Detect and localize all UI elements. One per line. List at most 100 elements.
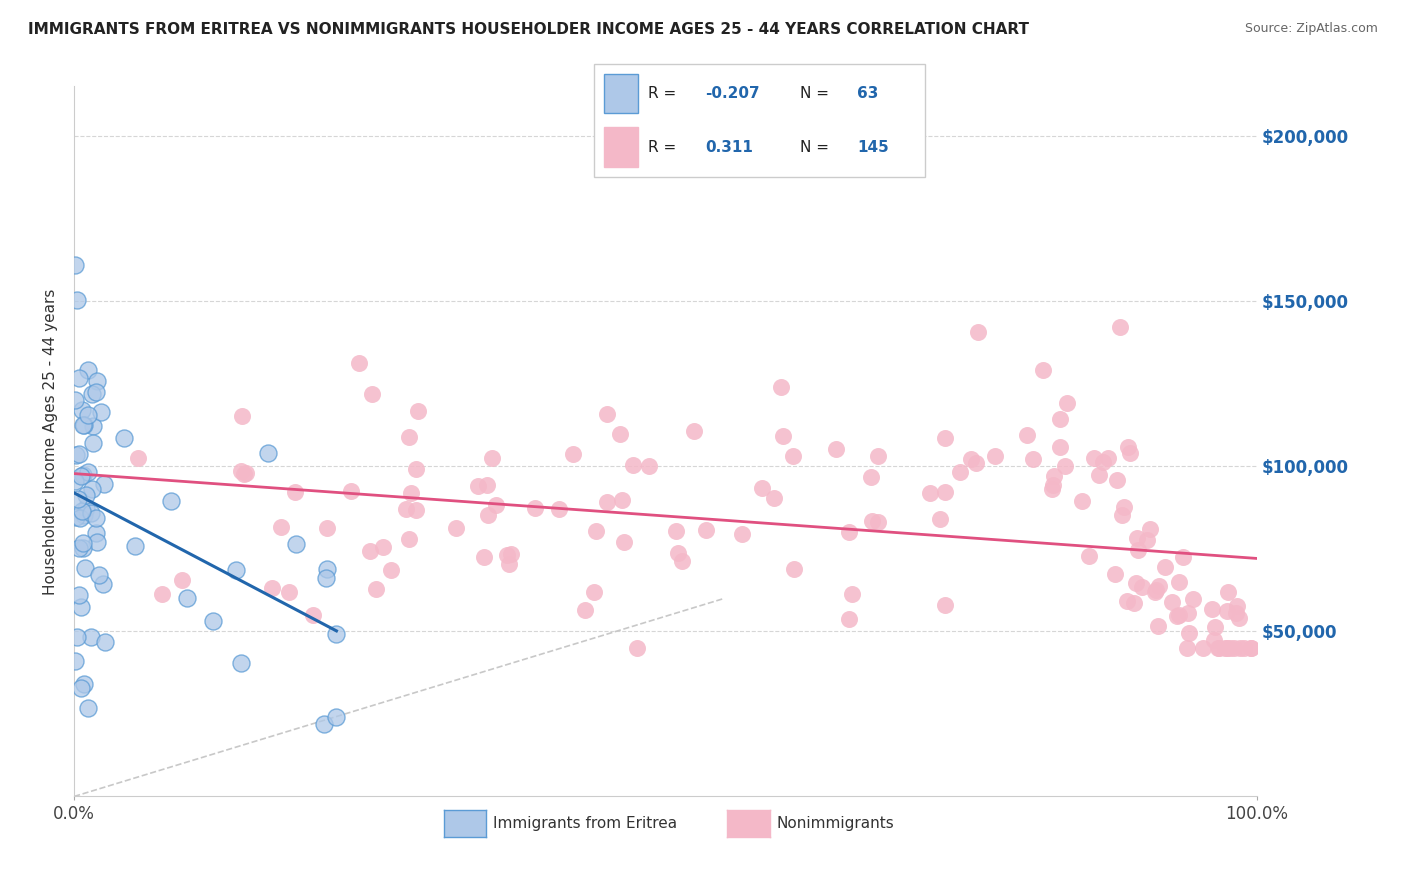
Point (70, 504, 93, 518)
Text: 145: 145 (858, 139, 889, 154)
Text: 0.311: 0.311 (706, 139, 754, 154)
Point (270, 520, 292, 534)
Text: R =: R = (648, 139, 681, 154)
Point (1144, 582, 1167, 597)
Point (93, 634, 115, 648)
Point (67, 447, 90, 461)
Point (373, 540, 395, 554)
Point (1104, 566, 1126, 581)
Point (284, 484, 307, 499)
Point (664, 524, 686, 538)
Point (67, 541, 90, 555)
Point (325, 710, 347, 724)
Point (72, 541, 94, 555)
Point (72, 468, 94, 483)
Point (235, 467, 257, 481)
Point (77, 408, 100, 422)
Point (1177, 626, 1199, 640)
Point (523, 500, 546, 515)
Point (1119, 446, 1142, 460)
Bar (605, 128, 638, 167)
Text: N =: N = (800, 139, 834, 154)
Point (1192, 640, 1215, 655)
Point (1167, 608, 1189, 623)
Point (1114, 500, 1136, 515)
Point (1040, 483, 1063, 497)
Point (1054, 459, 1077, 474)
Point (124, 539, 146, 553)
Point (231, 409, 253, 424)
Point (1229, 640, 1251, 655)
Point (561, 447, 583, 461)
Point (1118, 440, 1140, 454)
Point (1175, 640, 1198, 655)
Point (1115, 594, 1137, 608)
Point (967, 326, 990, 340)
Text: 63: 63 (858, 87, 879, 102)
Point (172, 573, 194, 587)
Point (1166, 609, 1188, 624)
Point (325, 627, 347, 641)
Point (315, 561, 337, 575)
Point (86, 535, 108, 549)
Point (229, 656, 252, 670)
Point (1161, 595, 1184, 609)
Point (485, 498, 508, 512)
Point (1049, 412, 1071, 426)
Point (1015, 427, 1038, 442)
Point (1225, 606, 1247, 620)
Point (1092, 455, 1115, 469)
Point (73, 677, 96, 691)
Point (75, 487, 97, 501)
Point (1125, 576, 1147, 591)
Point (91, 577, 114, 591)
Point (73, 508, 96, 523)
Point (359, 543, 381, 558)
Point (315, 571, 337, 585)
Point (1032, 362, 1054, 376)
Point (1077, 549, 1099, 563)
Point (695, 524, 717, 538)
Point (1204, 633, 1226, 648)
Point (1168, 575, 1191, 590)
Point (65, 510, 87, 524)
Point (1213, 640, 1236, 655)
Point (75, 500, 97, 515)
Point (70, 599, 93, 614)
Point (285, 537, 308, 551)
Text: IMMIGRANTS FROM ERITREA VS NONIMMIGRANTS HOUSEHOLDER INCOME AGES 25 - 44 YEARS C: IMMIGRANTS FROM ERITREA VS NONIMMIGRANTS… (28, 22, 1029, 37)
Point (548, 502, 571, 516)
Point (405, 462, 427, 476)
Point (1136, 533, 1159, 547)
Point (1201, 602, 1223, 616)
Point (77, 700, 100, 714)
Y-axis label: Householder Income Ages 25 - 44 years: Householder Income Ages 25 - 44 years (44, 288, 58, 595)
FancyBboxPatch shape (593, 63, 925, 178)
Point (86, 511, 108, 525)
Point (150, 587, 173, 601)
Text: N =: N = (800, 87, 834, 102)
Point (90, 405, 112, 419)
Point (1122, 596, 1144, 610)
Point (76, 363, 98, 377)
Point (1147, 619, 1170, 633)
Point (366, 582, 388, 596)
Point (86, 374, 108, 388)
Point (1227, 611, 1250, 625)
Point (1181, 592, 1204, 607)
Point (595, 407, 617, 421)
Point (824, 442, 846, 457)
Point (63, 654, 86, 668)
Point (1049, 440, 1071, 454)
Point (1154, 559, 1177, 574)
Point (84, 526, 107, 541)
Point (399, 486, 422, 500)
Point (93, 477, 115, 491)
Point (66, 630, 89, 644)
Point (347, 356, 370, 370)
Point (860, 470, 883, 484)
Point (398, 430, 420, 444)
Text: R =: R = (648, 87, 681, 102)
Point (63, 258, 86, 272)
Point (1223, 640, 1246, 655)
